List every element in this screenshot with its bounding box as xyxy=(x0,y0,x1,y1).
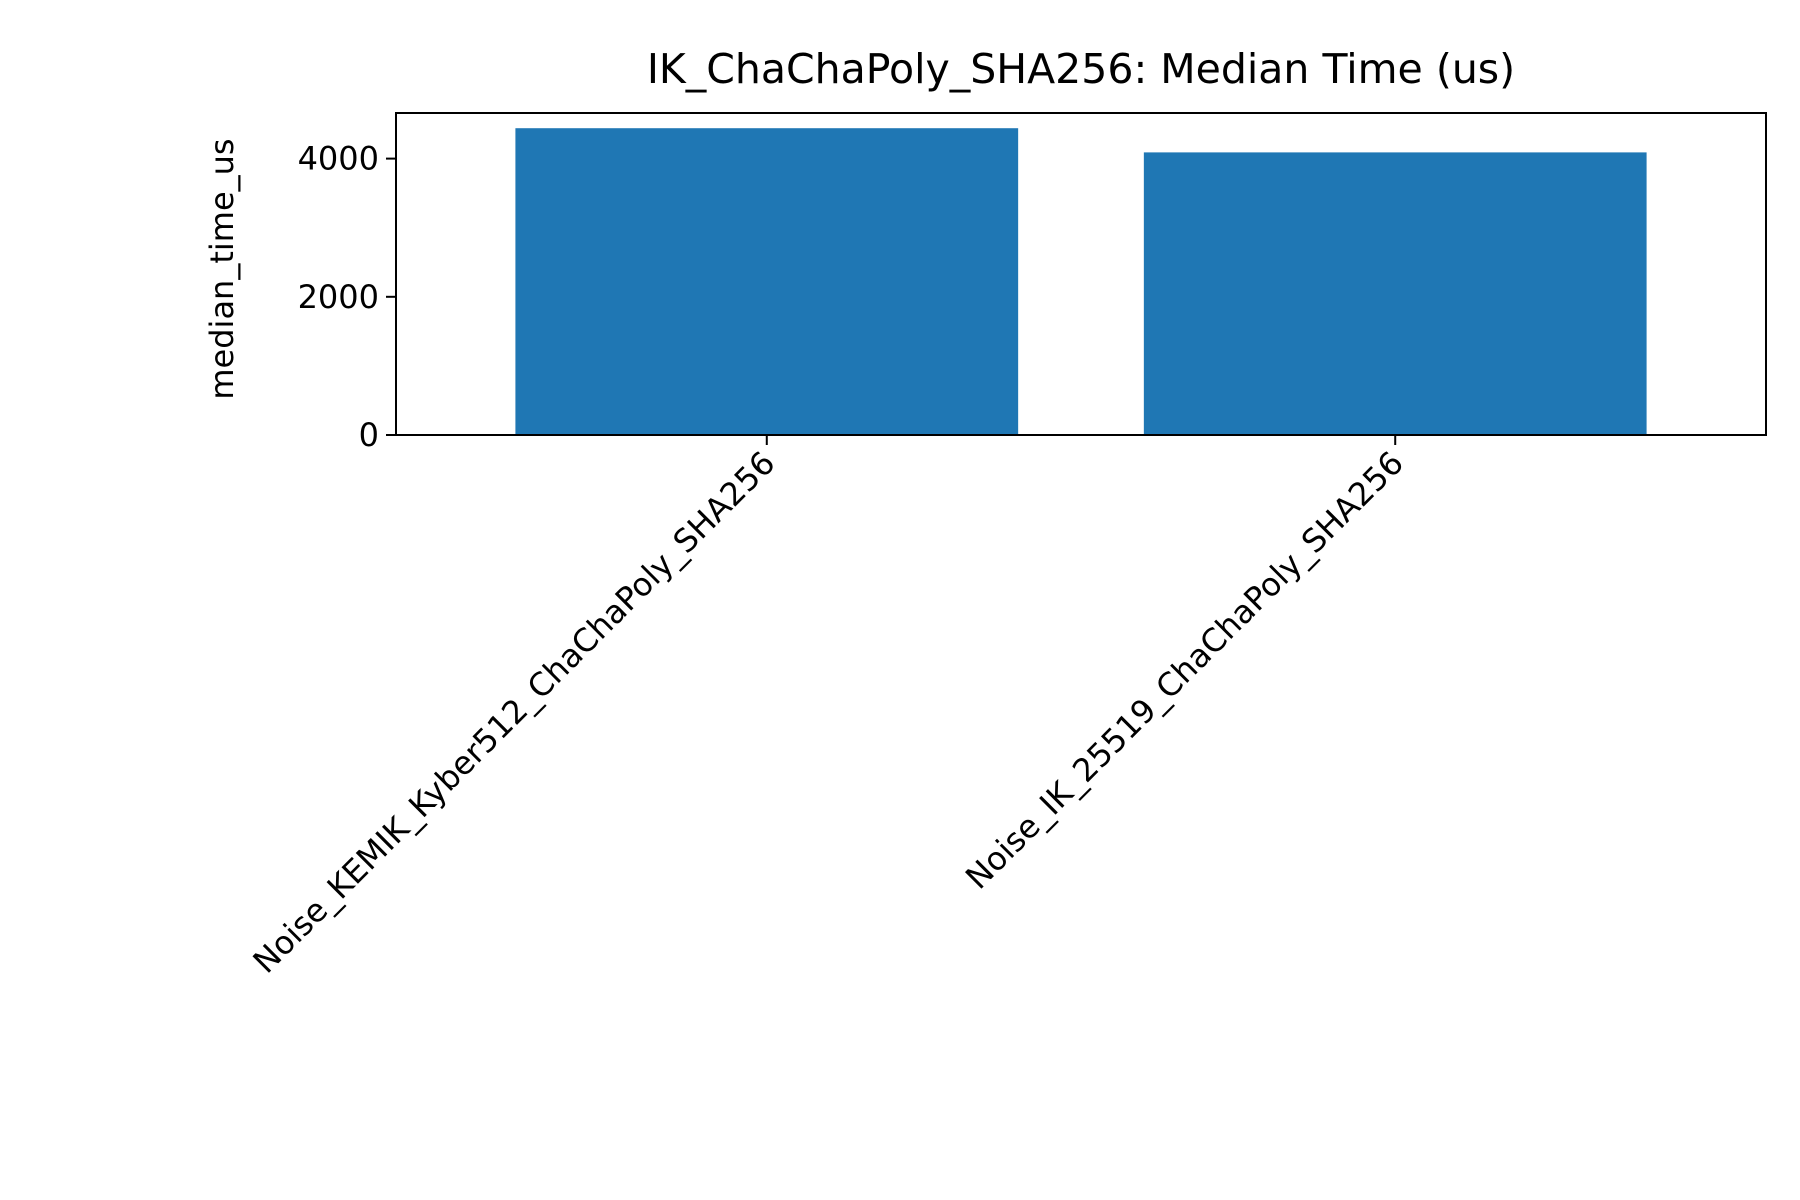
y-tick-label-1: 2000 xyxy=(298,278,379,316)
bar-0 xyxy=(515,128,1019,435)
x-tick-label-1: Noise_IK_25519_ChaChaPoly_SHA256 xyxy=(958,444,1411,897)
y-axis: 0 2000 4000 xyxy=(298,140,396,454)
y-tick-label-0: 0 xyxy=(359,416,379,454)
x-tick-label-0: Noise_KEMIK_Kyber512_ChaChaPoly_SHA256 xyxy=(246,444,783,981)
bars-group xyxy=(515,128,1647,435)
x-axis: Noise_KEMIK_Kyber512_ChaChaPoly_SHA256 No… xyxy=(246,435,1411,981)
chart-title: IK_ChaChaPoly_SHA256: Median Time (us) xyxy=(647,45,1515,93)
bar-1 xyxy=(1143,152,1647,435)
y-axis-label: median_time_us xyxy=(203,138,241,399)
plot-frame xyxy=(395,112,1767,436)
y-tick-label-2: 4000 xyxy=(298,140,379,178)
